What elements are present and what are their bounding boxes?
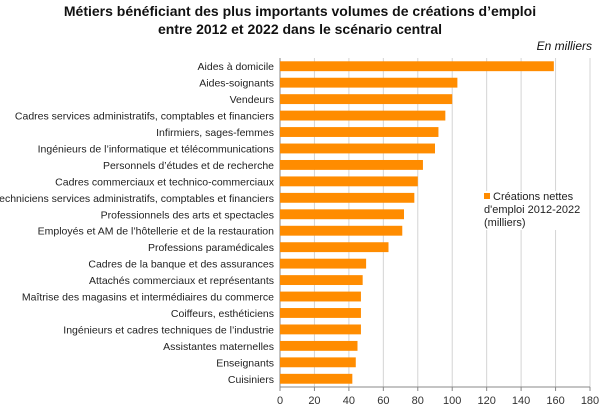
- category-label: Aides à domicile: [198, 61, 275, 73]
- category-label: Cadres services administratifs, comptabl…: [15, 111, 274, 123]
- category-label: Coiffeurs, esthéticiens: [171, 308, 274, 320]
- x-tick-label: 0: [277, 395, 283, 407]
- category-label: Infirmiers, sages-femmes: [156, 127, 274, 139]
- category-label: Professionnels des arts et spectacles: [101, 209, 274, 221]
- bar: [280, 225, 403, 236]
- category-label: Ingénieurs de l’informatique et télécomm…: [38, 143, 274, 155]
- category-label: Techniciens services administratifs, com…: [0, 193, 274, 205]
- bar: [280, 159, 423, 170]
- x-tick-label: 40: [343, 395, 355, 407]
- chart-title-line-2: entre 2012 et 2022 dans le scénario cent…: [157, 21, 443, 37]
- legend: Créations nettes d'emploi 2012-2022 (mil…: [484, 191, 584, 230]
- legend-label: Créations nettes d'emploi 2012-2022 (mil…: [484, 191, 581, 229]
- x-tick-label: 160: [546, 395, 564, 407]
- x-tick-label: 180: [581, 395, 599, 407]
- bar: [280, 209, 404, 220]
- category-label: Assistantes maternelles: [163, 341, 274, 353]
- bar: [280, 192, 415, 203]
- category-label: Attachés commerciaux et représentants: [89, 275, 274, 287]
- category-label: Cuisiniers: [228, 374, 274, 386]
- bar: [280, 110, 446, 121]
- legend-swatch: [484, 193, 490, 199]
- bar: [280, 291, 361, 302]
- category-label: Aides-soignants: [199, 78, 274, 90]
- x-tick-label: 60: [377, 395, 389, 407]
- unit-note: En milliers: [536, 39, 592, 53]
- category-label: Employés et AM de l’hôtellerie et de la …: [38, 226, 275, 238]
- category-label: Personnels d’études et de recherche: [103, 160, 274, 172]
- category-label: Vendeurs: [230, 94, 274, 106]
- bar: [280, 127, 439, 137]
- x-tick-label: 140: [512, 395, 530, 407]
- bar: [280, 308, 361, 318]
- bar: [280, 61, 554, 72]
- category-label: Cadres commerciaux et technico-commercia…: [55, 176, 275, 188]
- category-label: Professions paramédicales: [148, 242, 274, 254]
- category-label: Cadres de la banque et des assurances: [88, 259, 274, 271]
- chart-title-line-1: Métiers bénéficiant des plus importants …: [63, 3, 537, 19]
- category-label: Maîtrise des magasins et intermédiaires …: [22, 292, 274, 304]
- bar: [280, 242, 389, 253]
- bar: [280, 94, 453, 105]
- bar: [280, 77, 458, 88]
- x-tick-label: 80: [412, 395, 424, 407]
- bar: [280, 258, 367, 269]
- bar: [280, 340, 358, 351]
- x-tick-label: 100: [443, 395, 461, 407]
- category-label: Ingénieurs et cadres techniques de l’ind…: [63, 324, 274, 336]
- x-tick-label: 20: [308, 395, 320, 407]
- bar: [280, 357, 356, 368]
- bar: [280, 324, 361, 335]
- bar: [280, 373, 353, 384]
- bar: [280, 143, 435, 154]
- bar: [280, 275, 363, 286]
- bar: [280, 176, 418, 187]
- x-tick-label: 120: [477, 395, 495, 407]
- category-label: Enseignants: [216, 357, 274, 369]
